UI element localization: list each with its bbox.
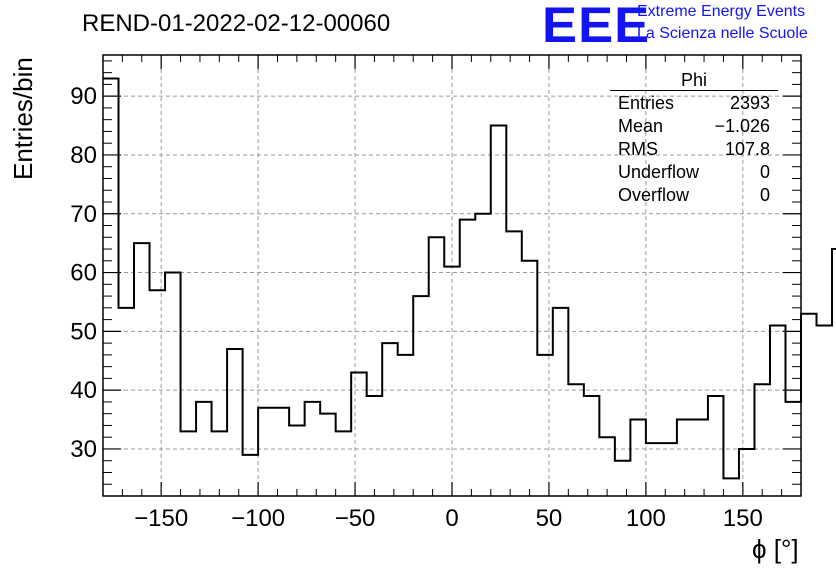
y-tick-label: 30: [70, 436, 97, 463]
histogram-bin: [491, 126, 507, 496]
stats-label: Mean: [618, 116, 664, 136]
stats-value: 0: [759, 162, 770, 182]
histogram-bin: [413, 296, 429, 496]
x-tick-label: 0: [445, 505, 458, 532]
stats-row-overflow: Overflow 0: [610, 184, 778, 207]
stats-label: RMS: [618, 139, 658, 159]
histogram-bin: [134, 243, 150, 496]
histogram-bin: [646, 443, 662, 496]
histogram-bin: [274, 408, 290, 496]
histogram-bin: [754, 384, 770, 496]
histogram-bin: [708, 396, 724, 496]
x-tick-label: 100: [626, 505, 666, 532]
stats-row-entries: Entries 2393: [610, 92, 778, 115]
y-axis-label: Entries/bin: [8, 57, 38, 180]
y-tick-label: 90: [70, 83, 97, 110]
axis-ticks: [102, 55, 802, 497]
y-tick-label: 40: [70, 377, 97, 404]
stats-title: Phi: [680, 70, 707, 90]
stats-label: Overflow: [618, 185, 690, 205]
stats-row-underflow: Underflow 0: [610, 161, 778, 184]
histogram-bin: [553, 308, 569, 496]
histogram-bin: [817, 325, 833, 496]
grid-lines: [103, 55, 801, 496]
stats-row-mean: Mean −1.026: [610, 115, 778, 138]
histogram-bin: [661, 443, 677, 496]
histogram-bin: [615, 461, 631, 496]
stats-label: Underflow: [618, 162, 700, 182]
y-tick-label: 80: [70, 142, 97, 169]
histogram-bin: [770, 325, 786, 496]
stats-value: 107.8: [724, 139, 770, 159]
histogram-bin: [785, 402, 801, 496]
histogram-bin: [692, 420, 708, 496]
histogram-bin: [832, 249, 836, 496]
histogram-bin: [382, 343, 398, 496]
histogram-bin: [398, 355, 414, 496]
stats-value: −1.026: [714, 116, 770, 136]
histogram-bin: [103, 79, 119, 496]
histogram-bin: [630, 420, 646, 496]
histogram-bin: [739, 449, 755, 496]
histogram-bin: [150, 290, 166, 496]
histogram-bin: [568, 384, 584, 496]
histogram-bin: [196, 402, 212, 496]
stats-label: Entries: [618, 93, 675, 113]
histogram-bin: [165, 273, 181, 496]
x-tick-label: 50: [536, 505, 563, 532]
stats-divider: [610, 90, 778, 91]
x-tick-label: −150: [134, 505, 188, 532]
histogram-bin: [336, 431, 352, 496]
histogram-bin: [289, 425, 305, 496]
plot-title: REND-01-2022-02-12-00060: [82, 10, 391, 37]
histogram-bin: [320, 414, 336, 496]
histogram-bin: [677, 420, 693, 496]
histogram-bin: [305, 402, 321, 496]
histogram-bin: [475, 214, 491, 496]
histogram-bin: [599, 437, 615, 496]
stats-value: 0: [759, 185, 770, 205]
logo-line-1: Extreme Energy Events: [637, 3, 806, 20]
histogram-bin: [367, 396, 383, 496]
histogram-bin: [584, 396, 600, 496]
eee-logo-mark: EEE: [542, 0, 651, 53]
y-tick-label: 70: [70, 201, 97, 228]
histogram-bin: [212, 431, 228, 496]
y-tick-label: 60: [70, 260, 97, 287]
logo-line-2: La Scienza nelle Scuole: [637, 25, 808, 42]
tick-labels: −150 −100 −50 0 50 100 150 30 40 50 60 70 80 90: [70, 83, 763, 532]
stats-box: Phi Entries 2393 Mean −1.026 RMS 107.8 U…: [610, 70, 778, 207]
x-axis-label: ϕ [°]: [752, 534, 799, 564]
histogram-bin: [243, 455, 259, 496]
histogram-step-line: [103, 77, 836, 480]
x-tick-label: −100: [231, 505, 285, 532]
stats-row-rms: RMS 107.8: [610, 138, 778, 161]
histogram-bin: [351, 373, 367, 496]
histogram-bin: [460, 220, 476, 496]
y-tick-label: 50: [70, 318, 97, 345]
histogram-bin: [227, 349, 243, 496]
x-tick-label: −50: [335, 505, 376, 532]
histogram-bin: [181, 431, 197, 496]
histogram-bin: [522, 261, 538, 496]
stats-value: 2393: [729, 93, 770, 113]
histogram-bin: [258, 408, 274, 496]
histogram-bin: [537, 355, 553, 496]
plot-frame: [102, 54, 802, 497]
histogram-bin: [444, 267, 460, 496]
histogram-bin: [119, 308, 135, 496]
histogram-bin: [801, 314, 817, 496]
histogram-bin: [723, 478, 739, 496]
histogram-bin: [506, 231, 522, 496]
x-tick-label: 150: [723, 505, 763, 532]
histogram-bin: [429, 237, 445, 496]
